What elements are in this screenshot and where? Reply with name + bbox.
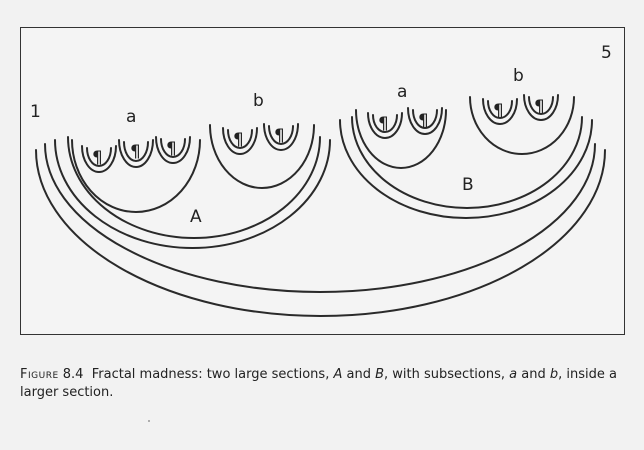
paragraph-mark: ¶ xyxy=(493,101,504,121)
arc-paragraph-cup-inner xyxy=(412,109,438,129)
label-subsection-b-right: b xyxy=(513,66,524,86)
label-end: 5 xyxy=(601,43,612,63)
arc-paragraph-cup-outer xyxy=(482,98,518,125)
paragraph-mark: ¶ xyxy=(233,130,244,150)
figure-caption: Figure 8.4 Fractal madness: two large se… xyxy=(20,366,624,402)
paragraph-mark: ¶ xyxy=(378,114,389,134)
caption-part: A xyxy=(333,367,343,382)
caption-text: Fractal madness: two large sections, A a… xyxy=(20,367,617,400)
caption-part: , inside a larger section. xyxy=(20,367,617,400)
arc-section-a xyxy=(54,139,331,249)
arc-paragraph-cup-outer xyxy=(118,139,154,168)
arc-subsection-b-right xyxy=(469,96,575,155)
paragraph-mark-group: ¶ ¶ ¶ ¶ ¶ ¶ ¶ ¶ ¶ xyxy=(92,97,545,168)
arc-section-b xyxy=(339,119,593,219)
label-subsection-a-right: a xyxy=(397,82,407,102)
arc-paragraph-cup-inner xyxy=(86,147,112,167)
caption-part: b xyxy=(549,367,559,382)
arc-paragraph-cup-inner xyxy=(268,125,294,145)
arc-paragraph-cup-outer xyxy=(155,136,191,164)
caption-part: B xyxy=(375,367,385,382)
paragraph-mark: ¶ xyxy=(418,111,429,131)
arc-paragraph-cup-outer xyxy=(523,94,559,121)
paragraph-mark: ¶ xyxy=(274,126,285,146)
arc-group xyxy=(35,94,606,317)
arc-paragraph-cup-inner xyxy=(160,138,186,158)
label-section-b: B xyxy=(462,175,474,195)
label-start: 1 xyxy=(30,102,41,122)
arc-outer xyxy=(35,149,606,317)
arc-outer-inner xyxy=(44,143,596,293)
caption-part: and xyxy=(342,367,376,382)
paragraph-mark: ¶ xyxy=(166,139,177,159)
arc-paragraph-cup-inner xyxy=(227,129,253,149)
arc-section-b-inner xyxy=(351,116,583,209)
caption-part: and xyxy=(517,367,550,382)
arc-paragraph-cup-outer xyxy=(407,107,443,135)
arc-paragraph-cup-inner xyxy=(372,114,398,133)
label-subsection-b-left: b xyxy=(253,91,264,111)
arc-paragraph-cup-inner xyxy=(487,100,513,119)
arc-section-a-inner xyxy=(67,136,321,239)
arc-paragraph-cup-outer xyxy=(367,112,403,139)
paragraph-mark: ¶ xyxy=(534,97,545,117)
arc-paragraph-cup-inner xyxy=(528,96,554,115)
caption-part: , with subsections, xyxy=(384,367,510,382)
label-subsection-a-left: a xyxy=(126,107,136,127)
caption-part: Fractal madness: two large sections, xyxy=(91,367,334,382)
paragraph-mark: ¶ xyxy=(130,142,141,162)
paragraph-mark: ¶ xyxy=(92,148,103,168)
arc-paragraph-cup-outer xyxy=(263,123,299,151)
figure-frame xyxy=(20,27,625,335)
arc-subsection-a-right xyxy=(355,109,447,169)
arc-paragraph-cup-outer xyxy=(222,127,258,155)
arc-paragraph-cup-inner xyxy=(123,141,149,162)
arc-subsection-a-left xyxy=(71,139,201,213)
arc-paragraph-cup-outer xyxy=(81,145,117,173)
caption-part: a xyxy=(509,367,518,382)
stray-dot xyxy=(148,420,150,422)
arc-subsection-b-left xyxy=(209,124,315,189)
caption-figure-number: 8.4 xyxy=(62,367,84,382)
label-section-a: A xyxy=(190,207,202,227)
caption-figure-word: Figure xyxy=(20,367,59,382)
